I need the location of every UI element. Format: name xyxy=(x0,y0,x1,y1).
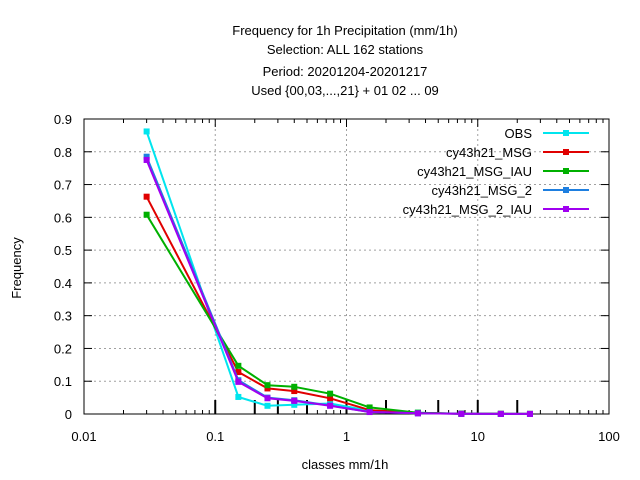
data-point xyxy=(497,410,504,417)
y-tick-label: 0.2 xyxy=(54,341,72,356)
legend-label: cy43h21_MSG_2_IAU xyxy=(403,202,532,217)
legend-marker xyxy=(563,130,569,136)
legend-marker xyxy=(563,187,569,193)
data-point xyxy=(143,156,150,163)
legend-label: cy43h21_MSG xyxy=(446,145,532,160)
legend-marker xyxy=(563,149,569,155)
y-tick-label: 0.1 xyxy=(54,374,72,389)
x-tick-label: 10 xyxy=(471,429,485,444)
data-point xyxy=(235,378,242,385)
y-tick-label: 0.9 xyxy=(54,112,72,127)
data-point xyxy=(143,211,150,218)
data-point xyxy=(366,404,373,411)
y-axis-label: Frequency xyxy=(9,237,24,299)
x-tick-label: 0.1 xyxy=(206,429,224,444)
data-point xyxy=(143,153,150,160)
y-tick-label: 0.6 xyxy=(54,210,72,225)
data-point xyxy=(235,393,242,400)
data-point xyxy=(235,362,242,369)
data-point xyxy=(327,390,334,397)
chart-title-line-4: Used {00,03,...,21} + 01 02 ... 09 xyxy=(251,83,439,98)
data-point xyxy=(235,369,242,376)
legend: OBS cy43h21_MSG cy43h21_MSG_IAU cy43h21_MSG… xyxy=(403,126,589,217)
series-cy43h21_MSG_2_IAU xyxy=(143,156,533,417)
series-layer xyxy=(143,128,533,417)
y-axis: 0 0.1 0.2 0.3 0.4 0.5 0.6 0.7 0.8 0.9 xyxy=(54,112,609,422)
series-cy43h21_MSG_IAU xyxy=(143,211,533,417)
data-point xyxy=(264,402,271,409)
y-tick-label: 0.3 xyxy=(54,309,72,324)
legend-marker xyxy=(563,206,569,212)
data-point xyxy=(327,395,334,402)
legend-label: cy43h21_MSG_2 xyxy=(432,183,532,198)
series-line xyxy=(145,214,531,415)
data-point xyxy=(143,128,150,135)
legend-label: cy43h21_MSG_IAU xyxy=(417,164,532,179)
x-axis: 0.01 0.1 1 10 100 xyxy=(71,119,620,444)
data-point xyxy=(264,395,271,402)
x-axis-label: classes mm/1h xyxy=(302,457,389,472)
data-point xyxy=(264,382,271,389)
data-point xyxy=(366,409,373,416)
data-point xyxy=(291,397,298,404)
data-point xyxy=(264,385,271,392)
data-point xyxy=(526,410,533,417)
data-point xyxy=(458,410,465,417)
y-tick-label: 0.4 xyxy=(54,276,72,291)
y-tick-label: 0.5 xyxy=(54,243,72,258)
data-point xyxy=(327,402,334,409)
data-point xyxy=(414,410,421,417)
x-tick-label: 100 xyxy=(598,429,620,444)
data-point xyxy=(291,401,298,408)
chart-title-line-2: Selection: ALL 162 stations xyxy=(267,42,424,57)
series-line xyxy=(145,159,530,415)
x-tick-label: 1 xyxy=(343,429,350,444)
data-point xyxy=(291,388,298,395)
data-point xyxy=(143,193,150,200)
legend-marker xyxy=(563,168,569,174)
grid xyxy=(84,119,609,414)
y-tick-label: 0 xyxy=(65,407,72,422)
y-tick-label: 0.7 xyxy=(54,178,72,193)
chart-title-line-3: Period: 20201204-20201217 xyxy=(263,64,428,79)
x-tick-label: 0.01 xyxy=(71,429,96,444)
y-tick-label: 0.8 xyxy=(54,145,72,160)
legend-label: OBS xyxy=(505,126,533,141)
data-point xyxy=(291,383,298,390)
chart-title-line-1: Frequency for 1h Precipitation (mm/1h) xyxy=(232,23,457,38)
